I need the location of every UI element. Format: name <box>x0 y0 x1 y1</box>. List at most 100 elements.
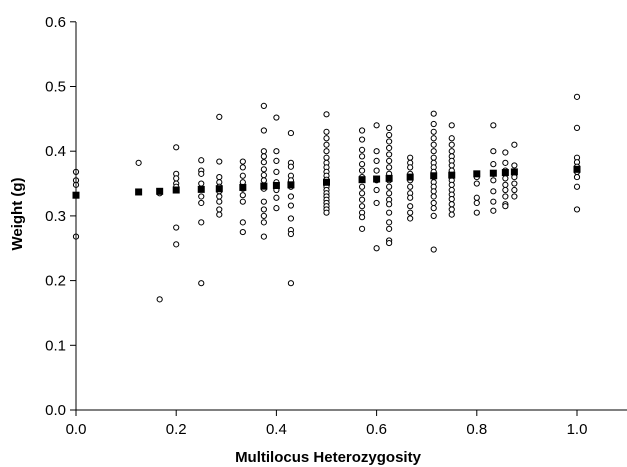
data-point <box>490 207 497 214</box>
data-point <box>260 212 267 219</box>
data-point <box>173 144 180 151</box>
data-point <box>448 135 455 142</box>
data-point <box>430 135 437 142</box>
data-point <box>502 175 509 182</box>
data-point <box>386 183 393 190</box>
mean-point <box>287 181 295 189</box>
data-point <box>502 159 509 166</box>
x-tick-label: 0.4 <box>266 421 287 438</box>
data-point <box>358 153 366 160</box>
data-point <box>287 280 295 287</box>
data-point <box>448 122 455 129</box>
data-point <box>511 162 518 169</box>
data-point <box>448 211 455 218</box>
data-point <box>373 122 380 129</box>
data-point <box>407 154 414 161</box>
data-point <box>358 225 366 232</box>
data-point <box>430 212 437 219</box>
mean-point <box>135 188 143 196</box>
data-point <box>216 173 223 181</box>
data-point <box>490 198 497 205</box>
data-point <box>511 193 518 200</box>
data-point <box>448 195 455 203</box>
data-point <box>216 211 223 218</box>
y-tick-label: 0.5 <box>45 79 66 96</box>
data-point <box>323 111 330 118</box>
data-point <box>198 170 205 177</box>
mean-point <box>489 169 497 177</box>
data-point <box>273 168 280 176</box>
data-point <box>358 136 366 143</box>
mean-point <box>406 173 414 181</box>
data-point <box>573 206 581 213</box>
data-point <box>273 205 280 212</box>
x-tick-label: 1.0 <box>567 421 588 438</box>
data-point <box>573 124 581 132</box>
data-point <box>386 225 393 232</box>
data-point <box>386 124 393 132</box>
data-point <box>156 296 163 303</box>
data-point <box>373 186 380 194</box>
data-point <box>198 219 205 226</box>
data-point <box>216 193 223 200</box>
data-point <box>386 144 393 152</box>
data-point <box>430 120 437 128</box>
data-point <box>198 157 205 164</box>
data-point <box>430 154 437 161</box>
data-point <box>430 193 437 200</box>
data-point <box>287 202 295 209</box>
data-point <box>386 157 393 165</box>
data-point <box>448 141 455 148</box>
data-point <box>502 193 509 200</box>
mean-point <box>323 178 330 186</box>
data-point <box>511 186 518 194</box>
data-point <box>239 158 246 165</box>
data-point <box>430 110 437 117</box>
data-point <box>173 224 180 231</box>
data-point <box>358 167 366 174</box>
data-point <box>430 205 437 212</box>
data-point <box>260 166 267 173</box>
data-point <box>273 114 280 121</box>
data-point <box>448 201 455 208</box>
data-point <box>260 148 267 155</box>
data-point <box>260 233 267 240</box>
data-point <box>260 172 267 179</box>
y-tick-label: 0.6 <box>45 14 66 31</box>
data-point <box>386 239 393 247</box>
data-point <box>273 157 280 165</box>
y-tick-label: 0.3 <box>45 208 66 225</box>
x-tick-label: 0.6 <box>366 421 387 438</box>
data-point <box>260 198 267 205</box>
data-point <box>260 159 267 166</box>
data-point <box>502 149 509 156</box>
data-point <box>573 93 581 100</box>
x-tick-label: 0.0 <box>66 421 87 438</box>
data-point <box>287 129 295 137</box>
data-point <box>287 230 295 238</box>
mean-point <box>358 176 366 184</box>
data-point <box>260 153 267 160</box>
data-point <box>260 206 267 213</box>
mean-square-series <box>72 165 581 199</box>
mean-point <box>215 185 223 193</box>
data-point <box>430 141 437 148</box>
data-point <box>407 209 414 216</box>
data-point <box>323 209 330 216</box>
mean-point <box>172 186 180 194</box>
mean-point <box>197 185 205 193</box>
mean-point <box>510 168 518 176</box>
mean-point <box>501 169 509 177</box>
mean-point <box>272 181 280 189</box>
data-point <box>323 135 330 142</box>
data-point <box>198 199 205 207</box>
data-point <box>373 245 380 252</box>
data-point <box>358 214 366 221</box>
data-point <box>239 172 246 179</box>
data-point <box>386 164 393 171</box>
open-circle-series <box>72 93 581 303</box>
data-point <box>358 183 366 190</box>
data-point <box>448 181 455 188</box>
data-point <box>358 196 366 203</box>
